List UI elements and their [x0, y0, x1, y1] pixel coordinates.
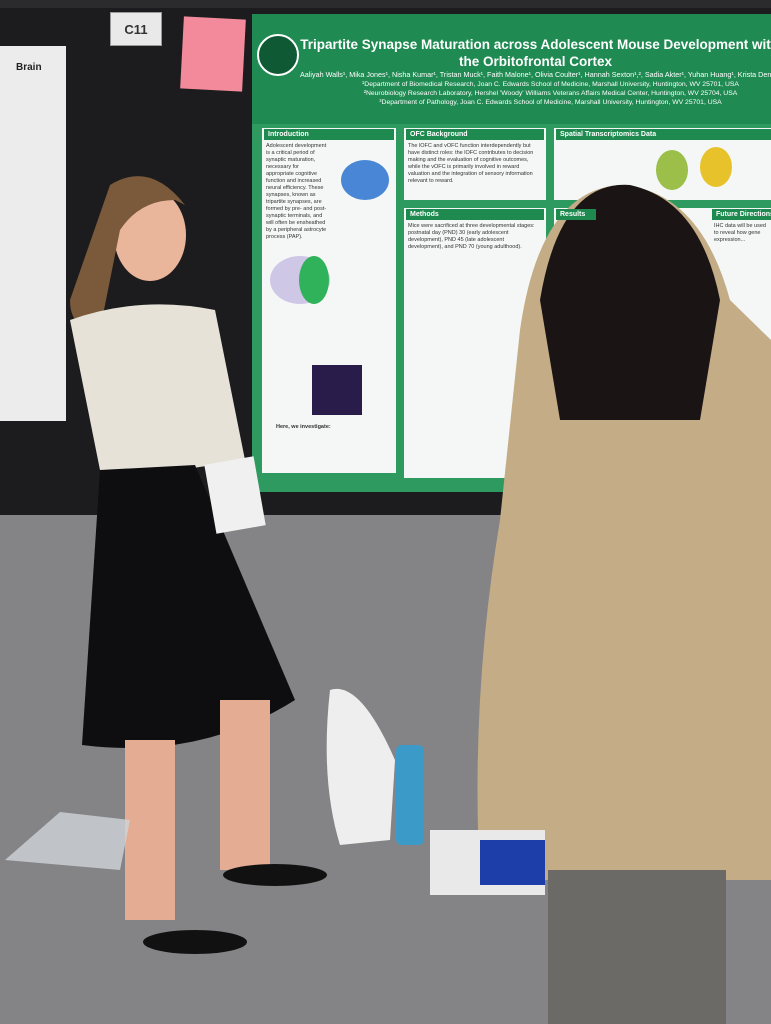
section-heading: Methods	[406, 209, 544, 220]
water-bottle	[396, 745, 424, 845]
left-hair	[70, 176, 185, 330]
title-line: the Orbitofrontal Cortex	[458, 54, 612, 69]
figure-brain	[341, 160, 389, 200]
poster-col-2a	[404, 128, 546, 200]
floor-bag	[5, 812, 130, 870]
badge	[204, 456, 266, 534]
affiliation: ³Department of Pathology, Joan C. Edward…	[379, 99, 722, 106]
section-text: Adolescent development is a critical per…	[266, 143, 327, 240]
figure-st	[700, 147, 732, 187]
section-text: IHC data will be used to reveal how gene…	[714, 223, 766, 243]
section-heading: OFC Background	[406, 129, 544, 140]
figure-micro	[312, 365, 362, 415]
section-heading: Results	[556, 209, 596, 220]
skirt	[82, 465, 295, 748]
booth-sign: C11	[110, 12, 162, 46]
section-heading: Future Directions	[712, 209, 771, 220]
pants	[548, 870, 726, 1024]
side-poster	[0, 46, 66, 421]
poster-authors: Aaliyah Walls¹, Mika Jones¹, Nisha Kumar…	[300, 70, 771, 79]
legs-2	[220, 700, 270, 870]
side-poster-label: Brain	[16, 62, 42, 73]
investigate-label: Here, we investigate:	[276, 424, 331, 430]
affiliation: ²Neurobiology Research Laboratory, Hersh…	[363, 90, 738, 97]
legs	[125, 740, 175, 920]
poster-title: Tripartite Synapse Maturation across Ado…	[300, 36, 771, 70]
university-logo	[257, 34, 299, 76]
section-text: Mice were sacrificed at three developmen…	[408, 223, 535, 250]
shoe	[143, 930, 247, 954]
plastic-bag	[326, 688, 395, 845]
hair	[540, 184, 720, 420]
poster-header	[252, 14, 771, 124]
board-top	[0, 0, 771, 8]
title-line: Tripartite Synapse Maturation across Ado…	[300, 37, 771, 52]
figure-st-2	[656, 150, 688, 190]
section-heading: Spatial Transcriptomics Data	[556, 129, 771, 140]
figure-ofc	[299, 256, 329, 304]
section-text: The lOFC and vOFC function interdependen…	[408, 143, 534, 184]
blue-cloth	[480, 840, 545, 885]
striped-top	[70, 304, 245, 470]
affiliation: ¹Department of Biomedical Research, Joan…	[362, 81, 739, 88]
section-heading: Introduction	[264, 129, 394, 140]
shoe-2	[223, 864, 327, 886]
pink-sign	[180, 16, 246, 92]
